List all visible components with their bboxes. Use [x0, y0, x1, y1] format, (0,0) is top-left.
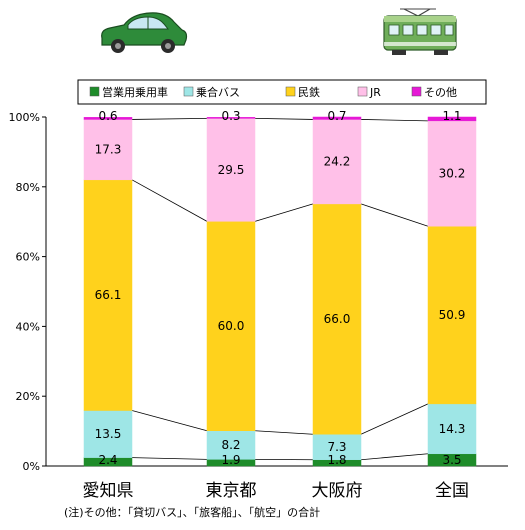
y-tick-label: 0% — [23, 460, 40, 473]
y-tick-label: 100% — [9, 111, 40, 124]
data-label: 30.2 — [439, 167, 466, 181]
data-label: 7.3 — [327, 440, 346, 454]
legend-swatch — [412, 87, 421, 96]
car-icon — [102, 13, 187, 53]
y-tick-label: 40% — [16, 320, 40, 333]
data-label: 2.4 — [98, 453, 117, 467]
connector-lines — [132, 118, 428, 459]
data-label: 50.9 — [439, 308, 466, 322]
connector-line — [255, 431, 313, 434]
connector-line — [361, 454, 428, 460]
x-tick-label: 東京都 — [206, 481, 257, 501]
data-label: 29.5 — [218, 163, 245, 177]
data-label: 1.8 — [327, 453, 346, 467]
data-labels: 2.4 13.5 66.1 17.3 0.6 1.98.2 60.0 29.5 0.3 1.87.… — [95, 109, 466, 467]
connector-line — [361, 119, 428, 120]
x-tick-label: 大阪府 — [312, 481, 363, 501]
data-label: 66.0 — [324, 312, 351, 326]
connector-line — [255, 204, 313, 221]
y-tick-label: 60% — [16, 251, 40, 264]
data-label: 8.2 — [221, 438, 240, 452]
legend-swatch — [90, 87, 99, 96]
legend-label: JR — [369, 86, 381, 99]
y-tick-label: 80% — [16, 181, 40, 194]
x-tick-label: 全国 — [435, 481, 469, 501]
data-label: 60.0 — [218, 319, 245, 333]
legend-label: 民鉄 — [298, 85, 320, 99]
connector-line — [132, 118, 207, 119]
data-label: 17.3 — [95, 143, 122, 157]
data-label: 24.2 — [324, 155, 351, 169]
data-label: 1.1 — [442, 109, 461, 123]
legend-swatch — [286, 87, 295, 96]
x-tick-label: 愛知県 — [83, 481, 134, 501]
connector-line — [361, 204, 428, 226]
connector-line — [132, 458, 207, 460]
data-label: 0.3 — [221, 109, 240, 123]
legend-label: その他 — [424, 86, 457, 99]
y-tick-label: 20% — [16, 390, 40, 403]
train-icon — [384, 9, 456, 55]
data-label: 14.3 — [439, 422, 466, 436]
x-axis: 愛知県 東京都 大阪府 全国 — [83, 481, 470, 501]
data-label: 0.7 — [327, 109, 346, 123]
data-label: 66.1 — [95, 288, 122, 302]
connector-line — [132, 411, 207, 431]
connector-line — [255, 118, 313, 119]
data-label: 1.9 — [221, 453, 240, 467]
data-label: 13.5 — [95, 427, 122, 441]
data-label: 0.6 — [98, 109, 117, 123]
legend-label: 乗合バス — [196, 85, 240, 99]
footnote: (注)その他：「貸切バス」、「旅客船」、「航空」の合計 — [64, 505, 320, 519]
legend-swatch — [358, 87, 367, 96]
legend: 営業用乗用車 乗合バス 民鉄 JR その他 — [78, 80, 486, 104]
data-label: 3.5 — [442, 453, 461, 467]
legend-swatch — [184, 87, 193, 96]
legend-label: 営業用乗用車 — [102, 85, 168, 99]
connector-line — [132, 180, 207, 222]
connector-line — [361, 404, 428, 434]
